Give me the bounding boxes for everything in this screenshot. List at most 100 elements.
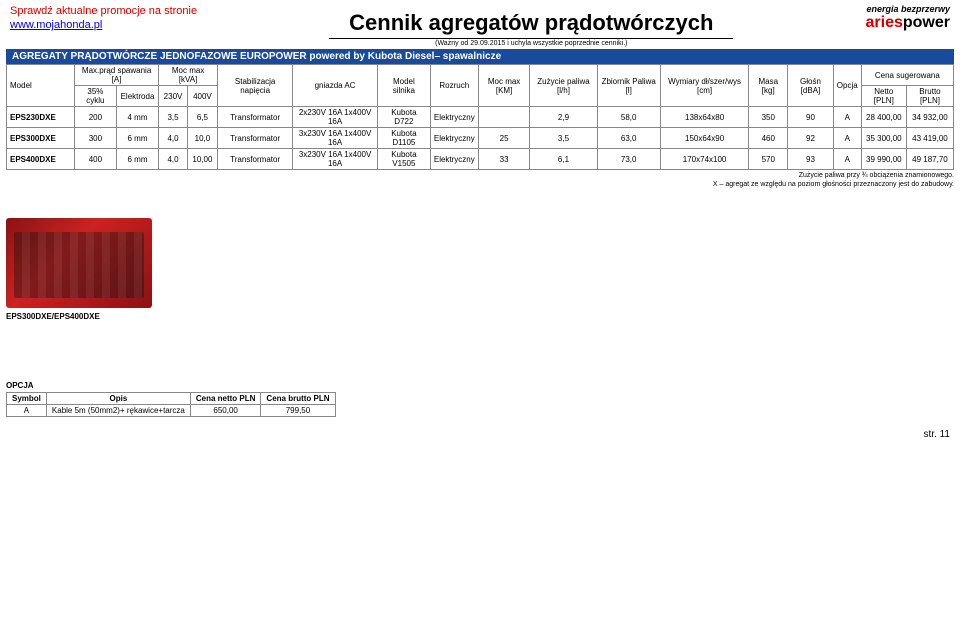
- cell-km: [478, 107, 530, 128]
- opcja-netto: 650,00: [190, 405, 261, 417]
- table-row: EPS230DXE2004 mm3,56,5Transformator2x230…: [7, 107, 954, 128]
- cell-opcja: A: [833, 107, 861, 128]
- cell-zbiornik: 63,0: [597, 128, 660, 149]
- cell-zuzycie: 3,5: [530, 128, 597, 149]
- cell-silnik: Kubota D1105: [377, 128, 430, 149]
- cell-brutto: 49 187,70: [906, 149, 953, 170]
- promo-text: Sprawdź aktualne promocje na stronie www…: [10, 4, 197, 33]
- cell-elektroda: 6 mm: [116, 128, 158, 149]
- cell-silnik: Kubota D722: [377, 107, 430, 128]
- cell-brutto: 43 419,00: [906, 128, 953, 149]
- cell-model: EPS400DXE: [7, 149, 75, 170]
- logo-brand-b: power: [903, 14, 950, 31]
- th-stabil: Stabilizacja napięcia: [218, 65, 293, 107]
- cell-stabil: Transformator: [218, 149, 293, 170]
- cell-rozruch: Elektryczny: [430, 107, 478, 128]
- page-subtitle: (Ważny od 29.09.2015 i uchyla wszystkie …: [197, 40, 865, 47]
- promo-link[interactable]: www.mojahonda.pl: [10, 19, 102, 31]
- cell-zuzycie: 6,1: [530, 149, 597, 170]
- opcja-row: A Kable 5m (50mm2)+ rękawice+tarcza 650,…: [7, 405, 336, 417]
- logo-brand: ariespower: [866, 14, 951, 32]
- cell-stabil: Transformator: [218, 107, 293, 128]
- cell-silnik: Kubota V1505: [377, 149, 430, 170]
- th-gniazda: gniazda AC: [293, 65, 378, 107]
- logo-brand-a: aries: [866, 14, 903, 31]
- cell-model: EPS230DXE: [7, 107, 75, 128]
- table-row: EPS300DXE3006 mm4,010,0Transformator3x23…: [7, 128, 954, 149]
- cell-elektroda: 4 mm: [116, 107, 158, 128]
- cell-stabil: Transformator: [218, 128, 293, 149]
- opcja-th-brutto: Cena brutto PLN: [261, 393, 335, 405]
- cell-gniazda: 3x230V 16A 1x400V 16A: [293, 128, 378, 149]
- cell-wymiary: 170x74x100: [660, 149, 748, 170]
- opcja-symbol: A: [7, 405, 47, 417]
- th-masa: Masa [kg]: [749, 65, 788, 107]
- th-opcja: Opcja: [833, 65, 861, 107]
- cell-v230: 4,0: [159, 149, 188, 170]
- product-image-block: EPS300DXE/EPS400DXE: [6, 218, 954, 321]
- th-max-prad: Max.prąd spawania [A]: [75, 65, 159, 86]
- opcja-th-symbol: Symbol: [7, 393, 47, 405]
- opcja-block: OPCJA Symbol Opis Cena netto PLN Cena br…: [6, 381, 954, 417]
- cell-zuzycie: 2,9: [530, 107, 597, 128]
- th-brutto: Brutto [PLN]: [906, 86, 953, 107]
- cell-wymiary: 138x64x80: [660, 107, 748, 128]
- page-title: Cennik agregatów prądotwórczych: [329, 10, 733, 39]
- cell-rozruch: Elektryczny: [430, 128, 478, 149]
- th-zbiornik: Zbiornik Paliwa [l]: [597, 65, 660, 107]
- th-km: Moc max [KM]: [478, 65, 530, 107]
- cell-v400: 10,0: [187, 128, 217, 149]
- cell-glosn: 90: [788, 107, 834, 128]
- cell-gniazda: 2x230V 16A 1x400V 16A: [293, 107, 378, 128]
- cell-rozruch: Elektryczny: [430, 149, 478, 170]
- cell-km: 33: [478, 149, 530, 170]
- cell-gniazda: 3x230V 16A 1x400V 16A: [293, 149, 378, 170]
- cell-zbiornik: 58,0: [597, 107, 660, 128]
- cell-glosn: 93: [788, 149, 834, 170]
- page-header: Sprawdź aktualne promocje na stronie www…: [0, 0, 960, 49]
- th-netto: Netto [PLN]: [861, 86, 906, 107]
- product-image: [6, 218, 152, 308]
- cell-masa: 350: [749, 107, 788, 128]
- spec-table: Model Max.prąd spawania [A] Moc max [kVA…: [6, 64, 954, 170]
- logo-tagline: energia bezprzerwy: [866, 4, 951, 14]
- cell-opcja: A: [833, 128, 861, 149]
- cell-cycle: 200: [75, 107, 117, 128]
- th-cena: Cena sugerowana: [861, 65, 953, 86]
- th-cycle: 35% cyklu: [75, 86, 117, 107]
- footnote-1: Zużycie paliwa przy ¾ obciążenia znamion…: [0, 172, 954, 179]
- opcja-title: OPCJA: [6, 381, 954, 390]
- section-title: AGREGATY PRĄDOTWÓRCZE JEDNOFAZOWE EUROPO…: [6, 49, 954, 64]
- cell-brutto: 34 932,00: [906, 107, 953, 128]
- cell-opcja: A: [833, 149, 861, 170]
- cell-netto: 28 400,00: [861, 107, 906, 128]
- cell-wymiary: 150x64x90: [660, 128, 748, 149]
- th-moc-max: Moc max [kVA]: [159, 65, 218, 86]
- opcja-th-netto: Cena netto PLN: [190, 393, 261, 405]
- opcja-brutto: 799,50: [261, 405, 335, 417]
- cell-masa: 570: [749, 149, 788, 170]
- cell-cycle: 300: [75, 128, 117, 149]
- th-elektroda: Elektroda: [116, 86, 158, 107]
- cell-netto: 35 300,00: [861, 128, 906, 149]
- cell-v400: 6,5: [187, 107, 217, 128]
- promo-line1: Sprawdź aktualne promocje na stronie: [10, 5, 197, 17]
- cell-elektroda: 6 mm: [116, 149, 158, 170]
- opcja-opis: Kable 5m (50mm2)+ rękawice+tarcza: [46, 405, 190, 417]
- cell-v230: 3,5: [159, 107, 188, 128]
- footnote-2: X – agregat ze względu na poziom głośnoś…: [0, 181, 954, 188]
- cell-v400: 10,00: [187, 149, 217, 170]
- title-block: Cennik agregatów prądotwórczych (Ważny o…: [197, 10, 865, 47]
- opcja-th-opis: Opis: [46, 393, 190, 405]
- product-label: EPS300DXE/EPS400DXE: [6, 312, 954, 321]
- cell-masa: 460: [749, 128, 788, 149]
- th-glosn: Głośn [dBA]: [788, 65, 834, 107]
- cell-glosn: 92: [788, 128, 834, 149]
- logo: energia bezprzerwy ariespower: [866, 4, 951, 32]
- table-row: EPS400DXE4006 mm4,010,00Transformator3x2…: [7, 149, 954, 170]
- page-number: str. 11: [0, 429, 950, 440]
- th-silnik: Model silnika: [377, 65, 430, 107]
- th-model: Model: [7, 65, 75, 107]
- cell-model: EPS300DXE: [7, 128, 75, 149]
- th-400v: 400V: [187, 86, 217, 107]
